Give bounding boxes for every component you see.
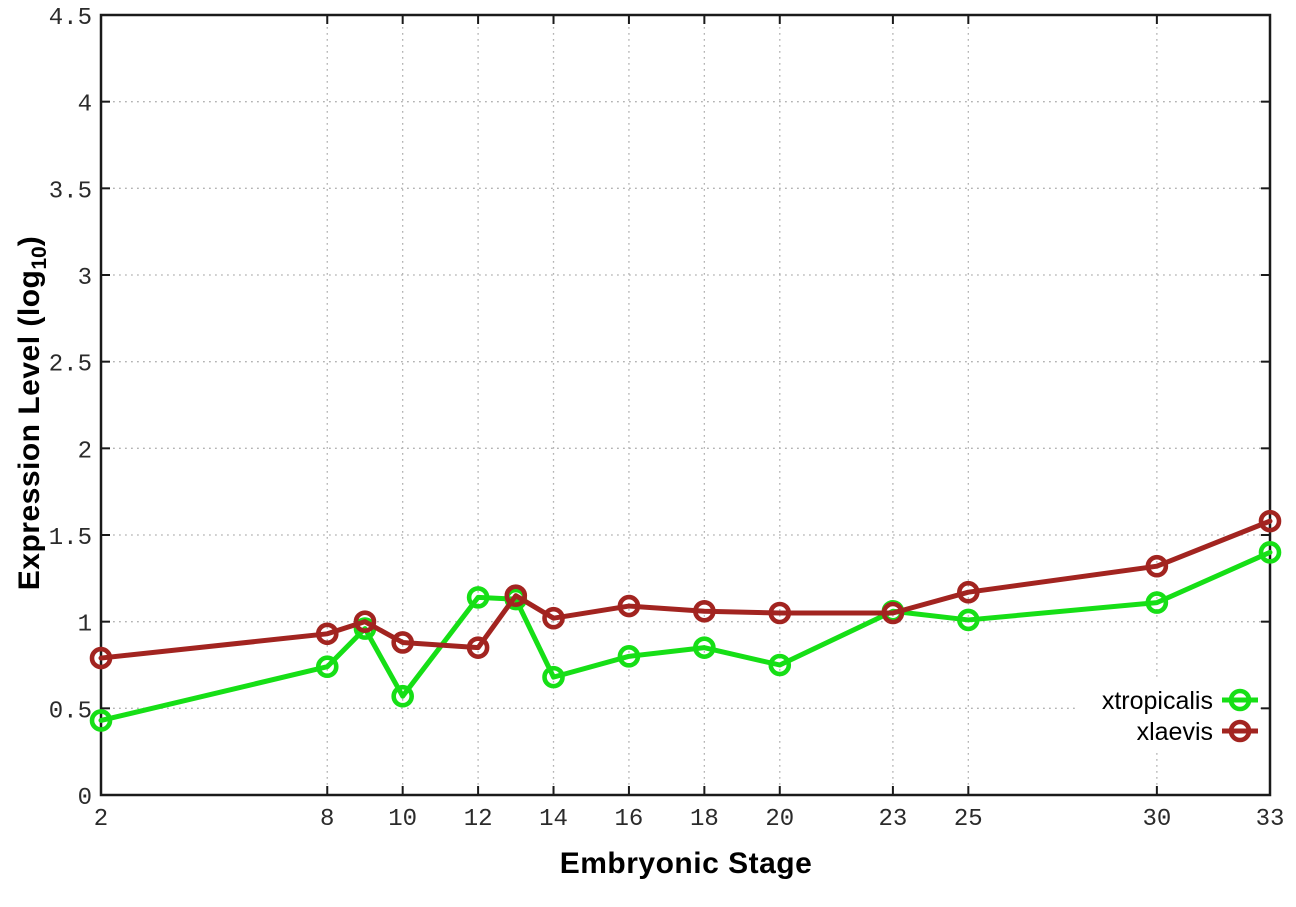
data-point-xtropicalis xyxy=(617,645,641,668)
data-point-xtropicalis xyxy=(1145,591,1169,614)
x-tick-label: 18 xyxy=(690,806,719,833)
x-tick-label: 12 xyxy=(464,806,493,833)
y-tick-label: 3 xyxy=(78,265,92,292)
y-tick-label: 4.5 xyxy=(49,5,92,32)
data-point-xtropicalis xyxy=(89,709,113,732)
data-point-xlaevis xyxy=(768,601,792,625)
y-axis-title-subscript: 10 xyxy=(28,246,51,270)
y-tick-label: 3.5 xyxy=(49,178,92,205)
data-point-xlaevis xyxy=(1145,554,1169,578)
x-tick-label: 16 xyxy=(615,806,644,833)
x-tick-label: 33 xyxy=(1256,806,1285,833)
data-point-xtropicalis xyxy=(466,586,490,609)
x-tick-label: 25 xyxy=(954,806,983,833)
x-tick-label: 20 xyxy=(765,806,794,833)
data-point-xlaevis xyxy=(881,601,905,625)
legend-label-xlaevis: xlaevis xyxy=(1137,718,1213,746)
data-point-xtropicalis xyxy=(1258,541,1282,564)
data-point-xtropicalis xyxy=(957,608,980,632)
y-axis-title-main: Expression Level (log xyxy=(13,269,46,591)
data-point-xlaevis xyxy=(693,599,716,623)
x-tick-label: 8 xyxy=(320,806,334,833)
legend-marker-xtropicalis xyxy=(1228,688,1252,712)
y-tick-label: 1 xyxy=(78,612,92,639)
data-point-xlaevis xyxy=(391,631,414,654)
data-point-xlaevis xyxy=(1258,509,1282,533)
x-axis-title: Embryonic Stage xyxy=(559,847,813,880)
data-point-xtropicalis xyxy=(768,653,792,677)
y-tick-label: 1.5 xyxy=(49,525,92,552)
data-point-xlaevis xyxy=(466,636,490,659)
data-point-xtropicalis xyxy=(693,636,716,659)
x-tick-label: 10 xyxy=(388,806,417,833)
y-tick-label: 0.5 xyxy=(49,698,92,725)
data-point-xlaevis xyxy=(542,606,565,630)
legend-label-xtropicalis: xtropicalis xyxy=(1102,687,1213,715)
data-point-xlaevis xyxy=(957,580,980,604)
y-tick-label: 2.5 xyxy=(49,352,92,379)
series-line-xlaevis xyxy=(98,518,1273,661)
data-point-xtropicalis xyxy=(391,684,414,708)
y-tick-label: 0 xyxy=(78,785,92,812)
legend-background xyxy=(1076,681,1260,749)
data-point-xlaevis xyxy=(617,594,641,618)
x-tick-label: 30 xyxy=(1142,806,1171,833)
data-point-xlaevis xyxy=(353,610,377,633)
x-tick-label: 14 xyxy=(539,806,568,833)
data-point-xtropicalis xyxy=(315,655,339,679)
y-tick-label: 4 xyxy=(78,92,92,119)
y-axis-title: Expression Level (log10) xyxy=(13,235,51,591)
legend-marker-xlaevis xyxy=(1228,719,1252,743)
y-tick-label: 2 xyxy=(78,438,92,465)
x-tick-label: 2 xyxy=(94,806,108,833)
data-point-xlaevis xyxy=(315,622,339,646)
data-point-xlaevis xyxy=(89,646,113,670)
x-tick-label: 23 xyxy=(878,806,907,833)
data-point-xtropicalis xyxy=(542,665,565,689)
series-line-xtropicalis xyxy=(98,549,1273,723)
plot-border xyxy=(99,13,1272,797)
data-point-xlaevis xyxy=(504,584,528,607)
y-axis-title-close: ) xyxy=(13,235,46,247)
